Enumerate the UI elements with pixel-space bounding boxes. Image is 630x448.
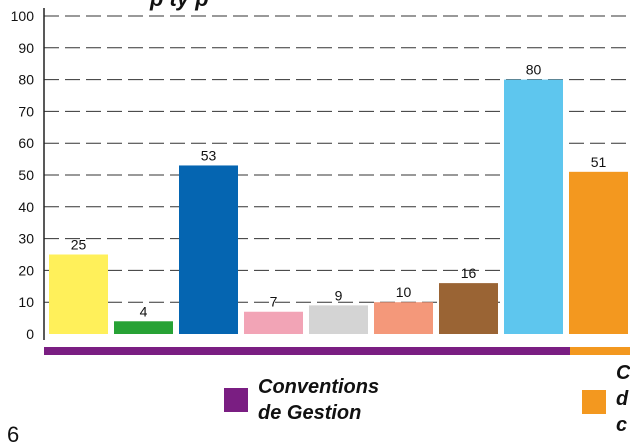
data-labels: 25 4 53 7 9 10 16 80 51 — [71, 62, 607, 320]
group-bar — [44, 347, 630, 355]
bar — [179, 165, 238, 334]
bar-value-label: 7 — [270, 294, 278, 310]
bars — [49, 79, 628, 334]
y-tick-label: 10 — [18, 294, 34, 310]
legend-label-line3: c — [616, 414, 628, 436]
legend-item-conventions: Conventions de Gestion — [224, 374, 379, 426]
legend-swatch-orange — [582, 390, 606, 414]
bar — [49, 254, 108, 334]
y-tick-label: 50 — [18, 167, 34, 183]
bar-value-label: 9 — [335, 287, 343, 303]
legend-label-line2: de Gestion — [258, 402, 362, 424]
y-axis: 0 10 20 30 40 50 60 70 80 90 100 — [11, 8, 45, 342]
y-tick-label: 0 — [26, 326, 34, 342]
y-tick-label: 100 — [11, 8, 35, 24]
group-bar-purple — [44, 347, 570, 355]
bar-value-label: 10 — [396, 284, 412, 300]
bar — [569, 171, 628, 334]
y-tick-label: 20 — [18, 262, 34, 278]
bar — [309, 305, 368, 334]
y-tick-label: 90 — [18, 40, 34, 56]
chart-title-fragment: p ty p — [150, 0, 209, 12]
y-tick-label: 80 — [18, 72, 34, 88]
bar-value-label: 4 — [140, 303, 148, 319]
legend-swatch-purple — [224, 388, 248, 412]
y-tick-label: 60 — [18, 135, 34, 151]
bar — [114, 321, 173, 334]
bar-value-label: 80 — [526, 62, 542, 78]
group-bar-orange — [570, 347, 630, 355]
bar-value-label: 25 — [71, 237, 87, 253]
bar-value-label: 53 — [201, 147, 217, 163]
bar — [504, 79, 563, 334]
legend-label-line1: Conventions — [258, 376, 380, 398]
page-number: 6 — [7, 422, 20, 447]
y-tick-label: 30 — [18, 231, 34, 247]
bar — [244, 311, 303, 334]
y-tick-label: 40 — [18, 199, 34, 215]
legend-label-line2: d — [616, 388, 629, 410]
legend-item-orange: C d c — [582, 360, 630, 438]
y-tick-label: 70 — [18, 103, 34, 119]
legend-label-line1: C — [616, 362, 630, 384]
bar — [374, 302, 433, 334]
bar — [439, 283, 498, 334]
bar-value-label: 51 — [591, 154, 607, 170]
bar-value-label: 16 — [461, 265, 477, 281]
